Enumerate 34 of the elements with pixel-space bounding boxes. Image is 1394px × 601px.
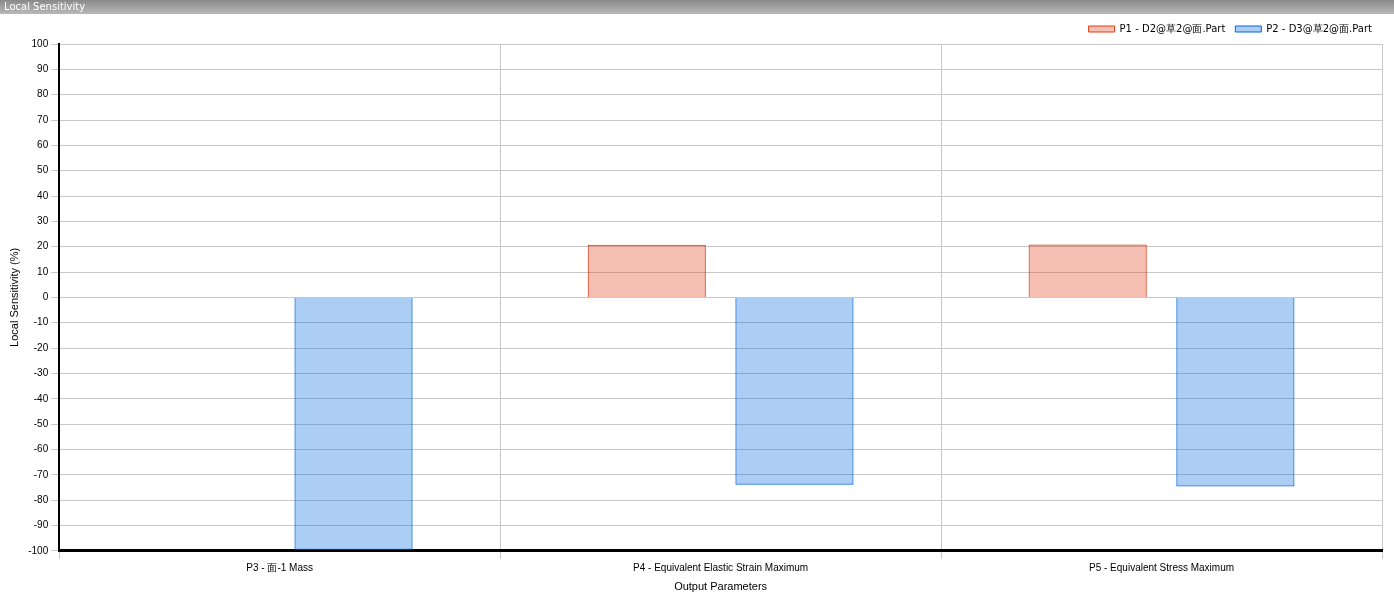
y-tick-label: 50 [37,164,49,176]
chart-title: Local Sensitivity [0,0,1394,14]
y-tick-label: 20 [37,240,49,252]
y-tick-label: -30 [33,367,49,379]
y-tick-label: 100 [31,37,49,49]
bar [587,244,706,297]
y-tick-label: 40 [37,189,49,201]
bar [736,297,853,484]
y-tick-label: -10 [33,316,49,328]
y-tick-label: -90 [33,519,49,531]
y-tick-label: 90 [37,63,49,75]
legend-label: P2 - D3@草2@面.Part [1266,22,1373,34]
y-axis-title: Local Sensitivity (%) [7,247,20,347]
y-tick-label: 30 [37,215,49,227]
y-tick-label: -20 [33,341,49,353]
x-axis-title: Output Parameters [674,580,768,593]
y-tick-label: -60 [33,443,49,455]
y-tick-label: 10 [37,265,49,277]
y-tick-label: -70 [33,468,49,480]
y-tick-label: 80 [37,88,49,100]
y-tick-label: -40 [33,392,49,404]
legend-label: P1 - D2@草2@面.Part [1119,22,1226,34]
x-tick-label: P3 - 面-1 Mass [246,561,314,573]
y-tick-label: 70 [37,113,49,125]
y-tick-label: 0 [42,291,49,303]
bar [1029,245,1146,297]
bar [295,297,412,549]
y-tick-label: 60 [37,139,49,151]
x-tick-label: P4 - Equivalent Elastic Strain Maximum [633,561,809,573]
x-tick-label: P5 - Equivalent Stress Maximum [1089,561,1235,573]
y-tick-label: -50 [33,417,49,429]
y-tick-label: -100 [28,544,49,556]
bar [1177,297,1294,486]
y-tick-label: -80 [33,493,49,505]
